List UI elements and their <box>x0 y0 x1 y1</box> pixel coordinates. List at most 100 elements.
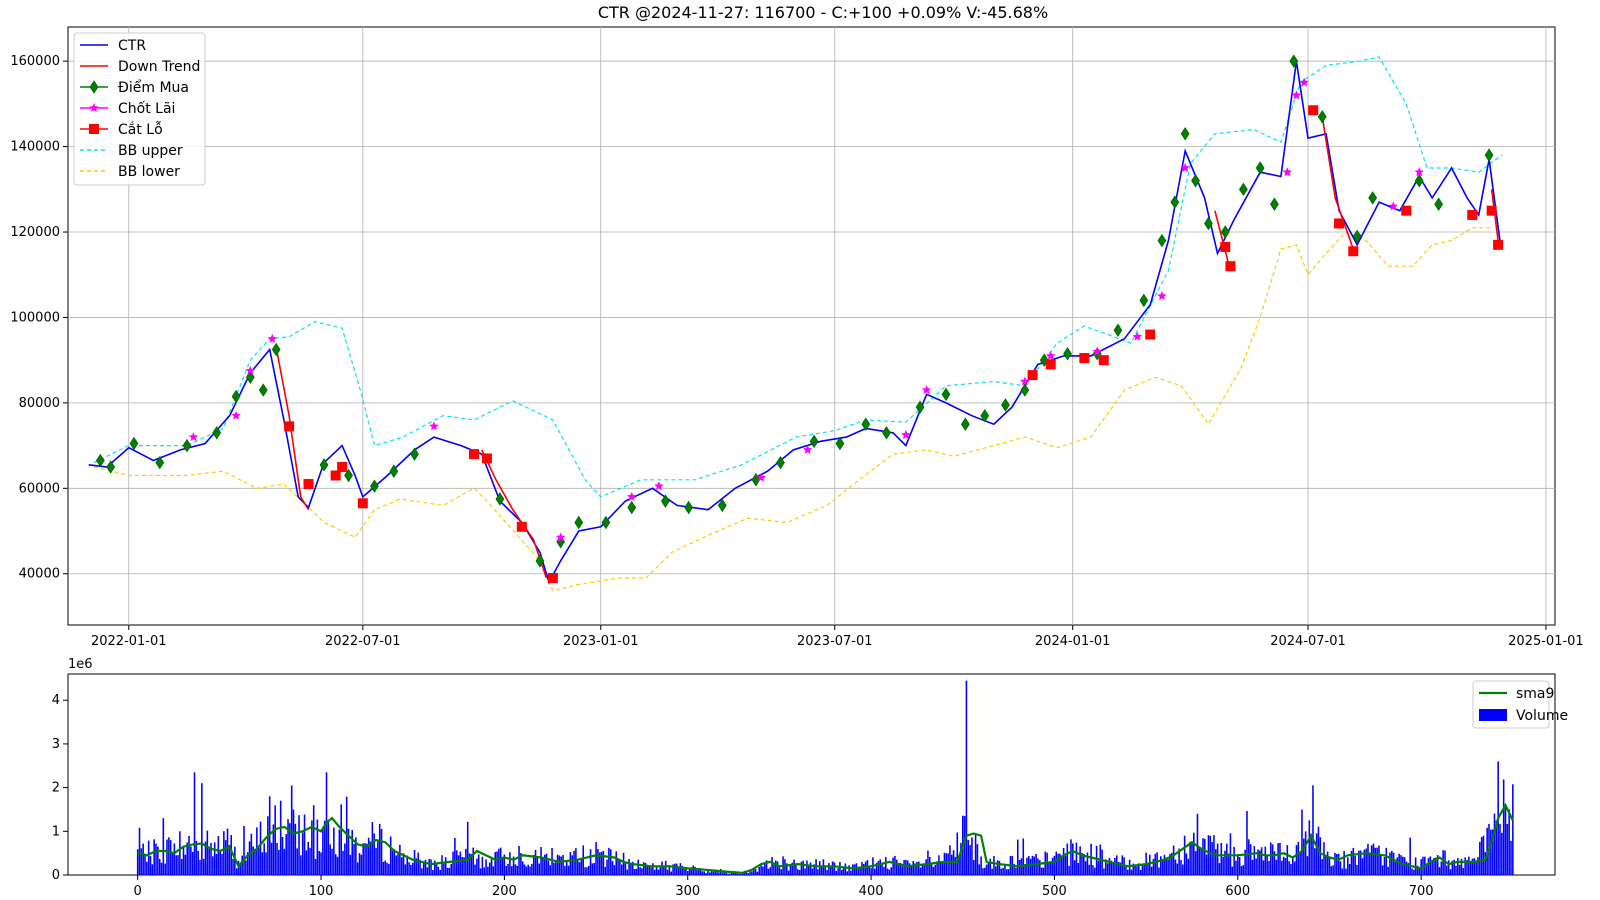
volume-bar <box>366 843 368 875</box>
volume-bar <box>1172 845 1175 875</box>
volume-bar <box>433 860 436 875</box>
volume-bar <box>534 849 537 875</box>
volume-bar <box>960 842 962 875</box>
price-grid <box>68 27 1555 625</box>
volume-bar <box>598 852 601 875</box>
buy-marker <box>601 515 611 530</box>
volume-bar <box>1321 859 1323 875</box>
volume-bar <box>1396 857 1399 875</box>
volume-bar <box>644 863 647 875</box>
volume-bar <box>1095 845 1098 875</box>
down-trend-segment <box>481 449 548 579</box>
legend-label: Down Trend <box>118 59 200 75</box>
volume-bar <box>1029 858 1032 875</box>
volume-bar <box>179 831 181 875</box>
volume-bar <box>1457 858 1459 875</box>
price-y-axis: 40000 60000 80000 100000 120000 140000 160000 <box>10 54 68 582</box>
volume-bar <box>1352 847 1355 875</box>
volume-bar <box>334 854 337 875</box>
volume-bar <box>1378 845 1380 875</box>
volume-bar <box>873 868 876 875</box>
volume-bar <box>173 843 176 875</box>
volume-bar <box>718 872 720 875</box>
volume-bar <box>355 837 357 875</box>
y-tick-label: 120000 <box>10 225 60 240</box>
x-tick-label: 700 <box>1409 884 1434 899</box>
x-tick-label: 2022-07-01 <box>325 634 401 649</box>
volume-bar <box>151 864 154 875</box>
stop-loss-marker <box>357 498 368 509</box>
volume-bar <box>818 861 821 875</box>
volume-bar <box>336 856 339 875</box>
volume-bar <box>1512 784 1514 875</box>
volume-bar <box>716 870 718 875</box>
stop-loss-marker <box>1079 353 1090 364</box>
volume-bar <box>549 865 551 875</box>
volume-bar <box>1262 860 1265 875</box>
volume-bar <box>388 863 390 875</box>
volume-bar <box>1022 838 1025 875</box>
volume-bar <box>558 855 561 875</box>
volume-bar <box>1475 860 1477 875</box>
volume-bar <box>1114 858 1116 875</box>
volume-bar <box>1196 813 1199 875</box>
stop-loss-marker <box>303 479 314 490</box>
volume-bar <box>1277 843 1279 875</box>
volume-bar <box>1084 861 1087 875</box>
volume-bar <box>540 847 542 875</box>
volume-bar <box>1493 813 1496 875</box>
volume-bar <box>811 868 814 875</box>
volume-bar <box>168 837 170 875</box>
volume-bar <box>675 863 678 875</box>
volume-bar <box>320 852 322 875</box>
buy-marker <box>661 494 670 508</box>
volume-bar <box>1383 857 1386 875</box>
volume-bar <box>378 823 381 875</box>
volume-panel: 1e6 0 100 200 300 400 500 600 700 0 1 2 3 4 sma9 Vol… <box>52 657 1568 899</box>
volume-bar <box>1207 835 1210 875</box>
volume-bar <box>941 862 944 875</box>
volume-bar <box>1108 858 1111 875</box>
volume-bar <box>842 868 845 875</box>
legend-label: Cắt Lỗ <box>118 121 163 138</box>
volume-bar <box>263 843 265 875</box>
volume-bar <box>199 859 201 875</box>
volume-bar <box>1299 852 1301 875</box>
volume-bar <box>681 865 684 875</box>
volume-bar <box>1061 857 1063 875</box>
volume-bar <box>1480 837 1483 875</box>
volume-bar <box>1266 855 1268 875</box>
volume-bar <box>978 864 981 875</box>
volume-bar <box>604 866 607 875</box>
volume-bar <box>1005 869 1008 875</box>
take-profit-marker <box>1157 291 1167 301</box>
volume-bar <box>323 820 326 875</box>
volume-bar <box>1138 863 1140 875</box>
volume-bar <box>1491 829 1494 875</box>
volume-bar <box>505 865 507 875</box>
volume-bar <box>1039 860 1041 875</box>
volume-bar <box>408 862 410 875</box>
volume-bar <box>543 854 546 875</box>
volume-bar <box>903 860 905 875</box>
volume-bar <box>791 862 794 875</box>
volume-bar <box>468 853 471 875</box>
volume-bar <box>1301 809 1303 875</box>
take-profit-marker <box>802 444 813 454</box>
volume-bar <box>1050 862 1052 875</box>
volume-bar <box>749 871 751 875</box>
volume-bar <box>1304 831 1307 875</box>
buy-marker <box>1270 197 1279 211</box>
volume-bar <box>272 824 275 875</box>
buy-marker <box>1113 323 1123 338</box>
volume-bar <box>1068 865 1070 875</box>
volume-bar <box>1171 852 1173 875</box>
volume-bar <box>824 867 827 875</box>
volume-bar <box>1161 860 1164 875</box>
volume-bar <box>853 864 856 875</box>
volume-bar <box>710 870 713 875</box>
volume-bar <box>1246 811 1248 875</box>
volume-bar <box>1453 859 1455 875</box>
volume-bar <box>780 869 783 875</box>
volume-bar <box>859 867 861 875</box>
